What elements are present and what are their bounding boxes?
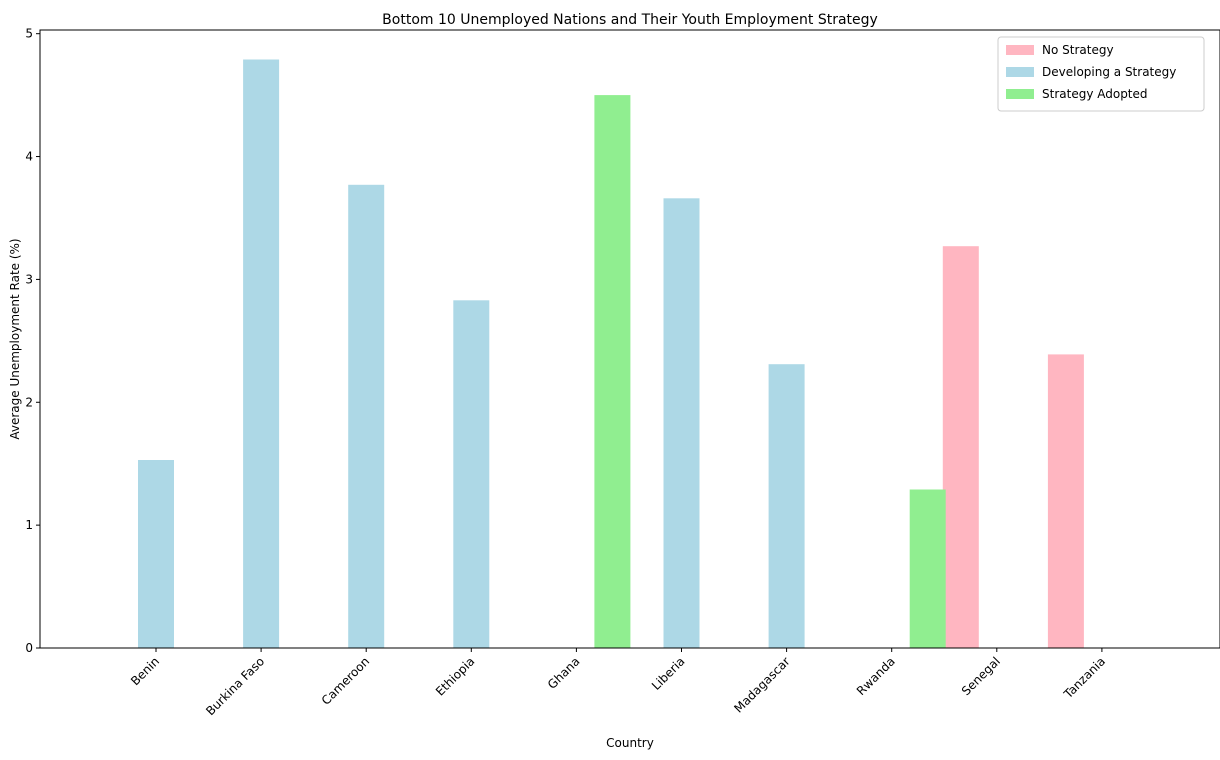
chart-title: Bottom 10 Unemployed Nations and Their Y… <box>382 12 878 28</box>
bar-ghana <box>594 95 631 649</box>
y-tick-label: 1 <box>25 518 33 532</box>
x-axis-label: Country <box>606 736 654 750</box>
x-tick-label: Ethiopia <box>433 654 477 698</box>
bar-liberia <box>663 198 700 649</box>
x-tick-label: Madagascar <box>731 654 792 715</box>
x-tick-label: Cameroon <box>319 654 373 708</box>
y-tick-label: 3 <box>25 272 33 286</box>
legend-swatch <box>1006 89 1034 99</box>
legend-swatch <box>1006 67 1034 77</box>
x-tick-label: Burkina Faso <box>203 654 267 718</box>
x-tick-label: Ghana <box>545 654 583 692</box>
legend-label: No Strategy <box>1042 43 1114 57</box>
bars-group <box>138 59 1084 649</box>
legend-box <box>997 36 1205 112</box>
bar-tanzania <box>1047 354 1084 648</box>
bar-rwanda <box>909 489 946 648</box>
y-tick-label: 2 <box>25 395 33 409</box>
y-axis: 0 1 2 3 4 5 <box>25 27 40 655</box>
bar-ethiopia <box>453 300 490 648</box>
legend-label: Strategy Adopted <box>1042 87 1148 101</box>
legend-swatch <box>1006 45 1034 55</box>
x-axis: Benin Burkina Faso Cameroon Ethiopia Ghana Li… <box>128 648 1108 718</box>
x-tick-label: Rwanda <box>854 654 898 698</box>
y-axis-label: Average Unemployment Rate (%) <box>8 238 22 439</box>
legend: No Strategy Developing a Strategy Strategy… <box>997 36 1205 112</box>
y-tick-label: 4 <box>25 150 33 164</box>
bar-senegal <box>942 246 979 648</box>
x-tick-label: Benin <box>128 654 162 688</box>
bar-burkina-faso <box>243 59 280 648</box>
plot-frame <box>39 29 1220 649</box>
x-tick-label: Senegal <box>959 654 1003 698</box>
legend-label: Developing a Strategy <box>1042 65 1176 79</box>
y-tick-label: 5 <box>25 27 33 41</box>
y-tick-label: 0 <box>25 641 33 655</box>
x-tick-label: Liberia <box>649 654 688 693</box>
x-tick-label: Tanzania <box>1060 654 1108 702</box>
bar-madagascar <box>768 364 805 648</box>
bar-benin <box>138 460 174 648</box>
bar-cameroon <box>348 184 385 649</box>
